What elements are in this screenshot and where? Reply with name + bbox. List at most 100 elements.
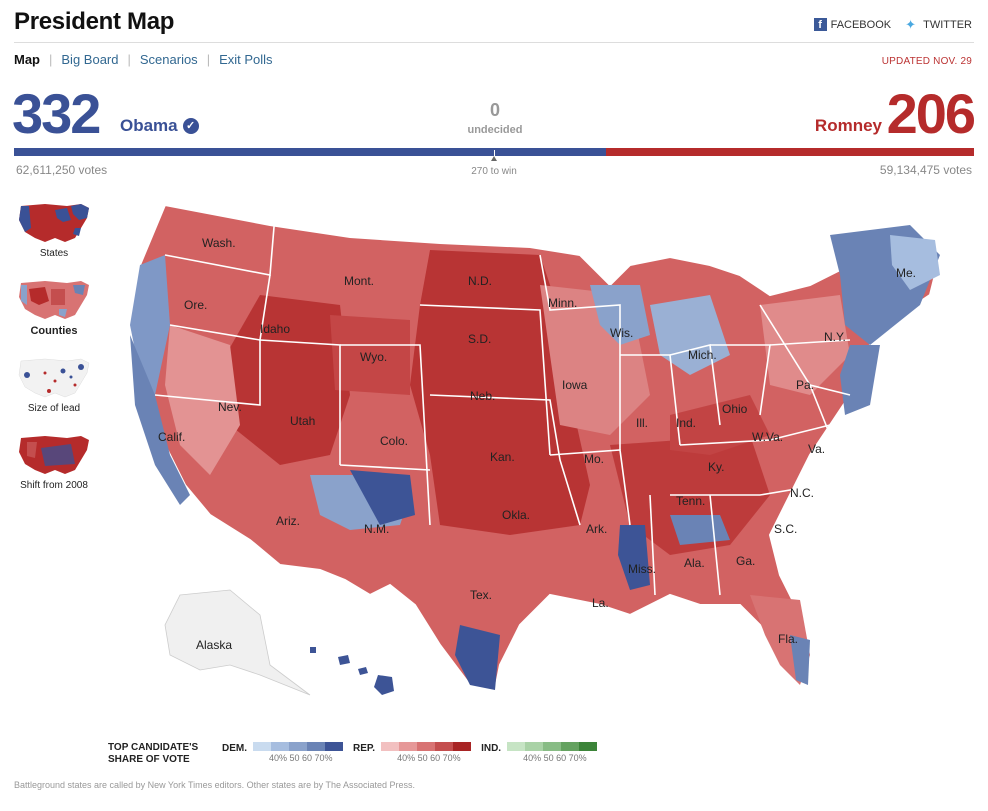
legend-title: TOP CANDIDATE'S SHARE OF VOTE <box>108 742 199 765</box>
legend-swatch <box>325 742 343 751</box>
state-label: Wyo. <box>360 350 387 364</box>
legend-swatch <box>525 742 544 751</box>
shift-from-2008-thumbnail <box>19 436 89 474</box>
romney-popular-votes: 59,134,475 votes <box>879 163 972 177</box>
state-label: Ore. <box>184 298 207 312</box>
header-divider <box>14 42 974 43</box>
twitter-label: TWITTER <box>923 18 972 31</box>
map-view-switcher: States Counties <box>14 198 94 507</box>
mid-atlantic-blue <box>840 345 880 415</box>
legend-ind-ticks: 40% 50 60 70% <box>523 753 587 763</box>
romney-name: Romney <box>814 116 882 135</box>
mississippi-delta-blue <box>618 525 650 590</box>
share-links: f FACEBOOK ✦ TWITTER <box>813 18 972 31</box>
footnote: Battleground states are called by New Yo… <box>14 780 416 790</box>
state-label: Ark. <box>586 522 607 536</box>
win-threshold-label: 270 to win <box>471 166 517 177</box>
legend-rep: REP. 40% 50 60 70% <box>353 742 472 763</box>
nav-separator: | <box>206 52 211 67</box>
legend-swatch <box>435 742 454 751</box>
view-shift-from-2008[interactable]: Shift from 2008 <box>14 430 94 491</box>
romney-electoral-count: 206 <box>886 82 976 145</box>
state-label: La. <box>592 596 609 610</box>
black-belt-blue <box>670 515 730 545</box>
state-label: Pa. <box>796 378 814 392</box>
state-label: Ga. <box>736 554 755 568</box>
state-label: Fla. <box>778 632 798 646</box>
tab-big-board[interactable]: Big Board <box>61 52 119 67</box>
state-label: S.D. <box>468 332 491 346</box>
state-label: Me. <box>896 266 916 280</box>
south-florida-blue <box>790 635 810 685</box>
state-label: Ky. <box>708 460 724 474</box>
tab-scenarios[interactable]: Scenarios <box>139 52 198 67</box>
legend-dem-scale: 40% 50 60 70% <box>253 742 343 763</box>
state-label: S.C. <box>774 522 797 536</box>
state-label: Okla. <box>502 508 530 522</box>
state-label: Alaska <box>196 638 232 652</box>
view-size-of-lead-label: Size of lead <box>27 403 81 414</box>
legend-rep-swatches <box>381 742 472 751</box>
twitter-share-button[interactable]: ✦ TWITTER <box>905 18 972 31</box>
state-label: W.Va. <box>752 430 783 444</box>
state-label: Wis. <box>610 326 633 340</box>
legend-swatch <box>271 742 289 751</box>
state-label: Ind. <box>676 416 696 430</box>
legend-swatch <box>543 742 562 751</box>
legend-swatch <box>253 742 271 751</box>
page-title: President Map <box>14 8 175 35</box>
legend-swatch <box>579 742 598 751</box>
legend-dem-swatches <box>253 742 343 751</box>
state-label: Mo. <box>584 452 604 466</box>
state-label: Colo. <box>380 434 408 448</box>
undecided-label: undecided <box>467 124 523 136</box>
electoral-bar-dem <box>14 148 607 156</box>
maine-light-blue <box>890 235 940 290</box>
nav-separator: | <box>127 52 131 67</box>
view-size-of-lead[interactable]: Size of lead <box>14 353 94 414</box>
legend-swatch <box>507 742 526 751</box>
view-counties-label: Counties <box>30 325 78 337</box>
electoral-bar <box>14 148 974 156</box>
state-label: Va. <box>808 442 825 456</box>
wyoming-red-region <box>330 315 410 395</box>
state-label: Mont. <box>344 274 374 288</box>
obama-popular-votes: 62,611,250 votes <box>16 163 108 177</box>
plains-red-region <box>410 250 590 535</box>
state-label: Calif. <box>158 430 185 444</box>
obama-electoral-count: 332 <box>12 82 101 145</box>
state-label: Utah <box>290 414 315 428</box>
state-label: N.C. <box>790 486 814 500</box>
state-labels: Wash. Ore. Calif. Idaho Nev. Utah Ariz. … <box>158 236 916 652</box>
state-label: Ill. <box>636 416 648 430</box>
legend-ind: IND. 40% 50 60 70% <box>481 742 598 763</box>
tab-map[interactable]: Map <box>14 52 40 67</box>
state-label: N.M. <box>364 522 389 536</box>
state-label: Ala. <box>684 556 705 570</box>
legend-ind-scale: 40% 50 60 70% <box>507 742 598 763</box>
view-states[interactable]: States <box>14 198 94 259</box>
state-label: Idaho <box>260 322 290 336</box>
nav-tabs: Map | Big Board | Scenarios | Exit Polls <box>14 52 273 67</box>
state-label: Tex. <box>470 588 492 602</box>
northeast-light-red-region <box>760 295 850 395</box>
state-label: Tenn. <box>676 494 705 508</box>
tab-exit-polls[interactable]: Exit Polls <box>219 52 273 67</box>
us-county-map[interactable]: Wash. Ore. Calif. Idaho Nev. Utah Ariz. … <box>110 195 980 720</box>
facebook-share-button[interactable]: f FACEBOOK <box>813 18 891 31</box>
map-legend: TOP CANDIDATE'S SHARE OF VOTE DEM. 40% 5… <box>108 742 598 766</box>
legend-dem-ticks: 40% 50 60 70% <box>269 753 333 763</box>
legend-swatch <box>399 742 418 751</box>
view-shift-from-2008-label: Shift from 2008 <box>20 480 88 491</box>
view-counties[interactable]: Counties <box>14 275 94 337</box>
state-label: Minn. <box>548 296 577 310</box>
twitter-icon: ✦ <box>905 16 917 32</box>
legend-dem: DEM. 40% 50 60 70% <box>222 742 343 763</box>
winner-check-icon: ✓ <box>182 118 199 134</box>
legend-swatch <box>453 742 472 751</box>
state-label: Mich. <box>688 348 717 362</box>
counties-thumbnail <box>19 281 89 319</box>
legend-rep-scale: 40% 50 60 70% <box>381 742 472 763</box>
legend-rep-label: REP. <box>353 743 376 754</box>
